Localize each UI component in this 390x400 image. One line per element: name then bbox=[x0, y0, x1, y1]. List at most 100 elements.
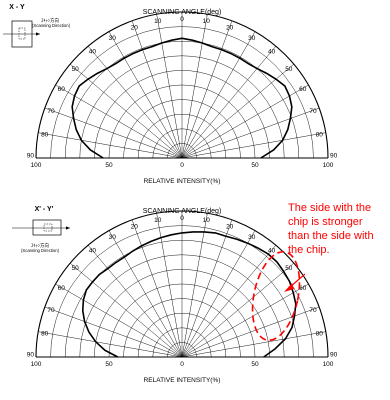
annotation: The side with the chip is stronger than … bbox=[251, 202, 374, 342]
grid-spoke bbox=[181, 63, 294, 159]
angle-tick-label: 70 bbox=[47, 108, 55, 115]
grid-spoke bbox=[181, 219, 233, 358]
angle-tick-label: 90 bbox=[27, 352, 35, 359]
annotation-arrowhead bbox=[284, 283, 294, 292]
inset-note-line2: (Scanning Direction) bbox=[21, 248, 60, 253]
angle-tick-label: 60 bbox=[299, 285, 307, 292]
x-axis-label: RELATIVE INTENSITY(%) bbox=[144, 377, 221, 384]
grid-spoke bbox=[181, 230, 256, 358]
grid-spoke bbox=[108, 31, 183, 159]
orientation-label: X - Y bbox=[9, 4, 25, 11]
angle-tick-label: 90 bbox=[330, 352, 338, 359]
annotation-line-2: chip is stronger bbox=[288, 216, 363, 228]
grid-spoke bbox=[87, 245, 183, 358]
grid-spoke bbox=[44, 107, 183, 159]
annotation-line-4: the chip. bbox=[288, 244, 330, 256]
grid-spoke bbox=[70, 63, 183, 159]
direction-arrowhead bbox=[66, 226, 70, 230]
angle-tick-label: 0 bbox=[180, 215, 184, 222]
grid-spoke bbox=[181, 245, 277, 358]
angle-tick-label: 60 bbox=[58, 86, 66, 93]
series-layer bbox=[81, 231, 297, 358]
angle-tick-label: 40 bbox=[268, 49, 276, 56]
angle-tick-label: 20 bbox=[226, 223, 234, 230]
direction-arrowhead bbox=[36, 32, 40, 36]
grid-spoke bbox=[38, 331, 183, 358]
grid-spoke bbox=[156, 14, 183, 159]
scanning-direction-inset: ｽｷｬﾝ方向 (Scanning Direction) bbox=[3, 17, 71, 48]
angle-tick-label: 20 bbox=[131, 223, 139, 230]
angle-tick-label: 80 bbox=[316, 131, 324, 138]
grid-spoke bbox=[70, 262, 183, 358]
chip-outline bbox=[43, 223, 53, 232]
grid-spoke bbox=[181, 84, 309, 159]
angle-tick-label: 40 bbox=[268, 248, 276, 255]
grid-spoke bbox=[181, 331, 326, 358]
grid-spoke bbox=[55, 84, 183, 159]
angle-tick-label: 50 bbox=[285, 265, 293, 272]
inset-note-line1: ｽｷｬﾝ方向 bbox=[31, 242, 49, 249]
polar-chart-xy: SCANNING ANGLE(deg) X - Y ｽｷｬﾝ方向 (Scanni… bbox=[3, 4, 338, 185]
angle-tick-label: 40 bbox=[89, 49, 97, 56]
grid-spoke bbox=[181, 283, 309, 358]
angle-tick-label: 70 bbox=[309, 307, 317, 314]
grid-spoke bbox=[87, 46, 183, 159]
angle-tick-label: 40 bbox=[89, 248, 97, 255]
angle-tick-label: 10 bbox=[203, 18, 211, 25]
annotation-line-3: than the side with bbox=[288, 230, 374, 242]
angle-tick-label: 60 bbox=[58, 285, 66, 292]
angle-tick-label: 10 bbox=[203, 217, 211, 224]
angle-tick-label: 80 bbox=[41, 131, 49, 138]
angle-tick-label: 90 bbox=[330, 153, 338, 160]
radial-tick-label: 100 bbox=[31, 162, 42, 169]
angle-tick-label: 50 bbox=[72, 66, 80, 73]
grid-spoke bbox=[108, 230, 183, 358]
angle-tick-label: 60 bbox=[299, 86, 307, 93]
radial-tick-label: 100 bbox=[323, 162, 334, 169]
annotation-line-1: The side with the bbox=[288, 202, 371, 214]
grid-spoke bbox=[181, 213, 208, 358]
radial-tick-label: 100 bbox=[323, 361, 334, 368]
polar-grid bbox=[35, 11, 329, 159]
chip-outline bbox=[18, 27, 26, 40]
angle-tick-label: 30 bbox=[109, 234, 117, 241]
angle-tick-label: 30 bbox=[248, 234, 256, 241]
annotation-ellipse bbox=[251, 250, 301, 342]
angle-tick-label: 80 bbox=[41, 330, 49, 337]
grid-spoke bbox=[131, 219, 183, 358]
angle-tick-label: 70 bbox=[309, 108, 317, 115]
angle-tick-label: 0 bbox=[180, 16, 184, 23]
angle-tick-label: 20 bbox=[131, 24, 139, 31]
grid-spoke bbox=[181, 46, 277, 159]
grid-spoke bbox=[181, 107, 320, 159]
radial-tick-label: 0 bbox=[180, 162, 184, 169]
x-axis-label: RELATIVE INTENSITY(%) bbox=[144, 178, 221, 185]
device-outline bbox=[32, 219, 62, 236]
grid-spoke bbox=[181, 132, 326, 159]
intensity-curve bbox=[71, 37, 293, 159]
angle-tick-label: 30 bbox=[248, 35, 256, 42]
angle-tick-label: 30 bbox=[109, 35, 117, 42]
grid-spoke bbox=[181, 20, 233, 159]
grid-spoke bbox=[181, 14, 208, 159]
grid-spoke bbox=[131, 20, 183, 159]
series-layer bbox=[71, 37, 293, 159]
inset-note-line2: (Scanning Direction) bbox=[32, 23, 71, 28]
grid-spoke bbox=[181, 306, 320, 358]
intensity-curve bbox=[81, 231, 297, 358]
angle-tick-label: 70 bbox=[47, 307, 55, 314]
grid-spoke bbox=[44, 306, 183, 358]
grid-spoke bbox=[181, 262, 294, 358]
orientation-label: X' - Y' bbox=[35, 206, 54, 213]
radial-tick-label: 0 bbox=[180, 361, 184, 368]
angle-tick-label: 90 bbox=[27, 153, 35, 160]
angle-tick-label: 50 bbox=[285, 66, 293, 73]
grid-spoke bbox=[55, 283, 183, 358]
radial-tick-label: 100 bbox=[31, 361, 42, 368]
angle-tick-label: 10 bbox=[154, 18, 162, 25]
angle-tick-label: 50 bbox=[72, 265, 80, 272]
radial-tick-label: 50 bbox=[105, 162, 113, 169]
